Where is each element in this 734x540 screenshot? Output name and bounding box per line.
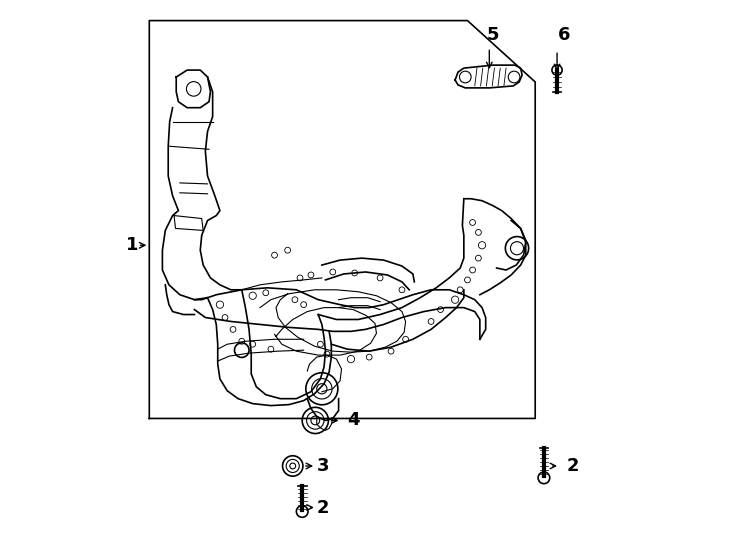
Text: 6: 6: [558, 26, 570, 44]
Text: 2: 2: [316, 498, 329, 517]
Text: 4: 4: [347, 411, 360, 429]
Circle shape: [552, 65, 562, 75]
Text: 5: 5: [487, 26, 499, 44]
Text: 2: 2: [567, 457, 579, 475]
Text: 3: 3: [316, 457, 329, 475]
Text: 1: 1: [126, 237, 138, 254]
